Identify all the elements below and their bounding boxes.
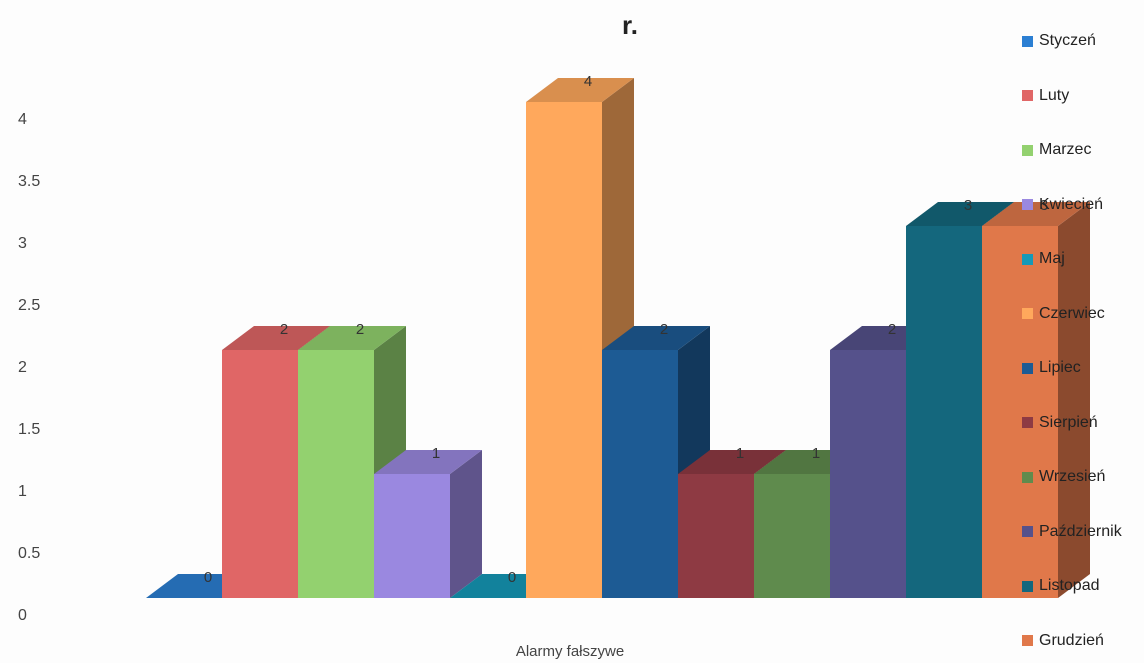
y-axis-ticks: 0 0.5 1 1.5 2 2.5 3 3.5 4 xyxy=(18,111,40,624)
data-label: 1 xyxy=(812,445,820,462)
bar-top xyxy=(906,202,1014,226)
legend-item: Luty xyxy=(1022,85,1069,107)
legend-item: Grudzień xyxy=(1022,630,1104,652)
data-labels: 0 2 2 1 0 4 2 1 1 2 3 3 xyxy=(204,73,1048,586)
y-tick-label: 0.5 xyxy=(18,545,40,562)
legend-item: Październik xyxy=(1022,521,1122,543)
bar-top xyxy=(526,78,634,102)
data-label: 3 xyxy=(1040,197,1048,214)
legend-label: Grudzień xyxy=(1039,631,1104,649)
legend-label: Styczeń xyxy=(1039,32,1096,49)
data-label: 2 xyxy=(888,321,896,338)
legend-label: Sierpień xyxy=(1039,413,1098,431)
bar-front xyxy=(830,350,906,598)
legend-swatch xyxy=(1022,526,1033,537)
legend-item: Maj xyxy=(1022,248,1065,270)
bar-top xyxy=(602,326,710,350)
data-label: 2 xyxy=(660,321,668,338)
legend-label: Maj xyxy=(1039,250,1065,267)
data-label: 2 xyxy=(280,321,288,338)
legend-swatch xyxy=(1022,417,1033,428)
bar-front xyxy=(678,474,754,598)
legend-swatch xyxy=(1022,580,1033,592)
bar-side xyxy=(450,450,482,598)
y-tick-label: 0 xyxy=(18,607,27,624)
legend-item: Marzec xyxy=(1022,139,1091,161)
data-label: 0 xyxy=(508,569,516,586)
bar-front xyxy=(982,226,1058,598)
legend-label: Listopad xyxy=(1039,577,1100,594)
bar-front xyxy=(374,474,450,598)
legend-item: Wrzesień xyxy=(1022,466,1105,488)
data-label: 1 xyxy=(736,445,744,462)
data-label: 2 xyxy=(356,321,364,338)
legend-label: Lipiec xyxy=(1039,359,1081,376)
data-label: 4 xyxy=(584,73,592,90)
data-label: 3 xyxy=(964,197,972,214)
legend-item: Styczeń xyxy=(1022,30,1096,52)
legend-swatch xyxy=(1022,362,1033,374)
bar-front xyxy=(754,474,830,598)
bar-side xyxy=(1058,202,1090,598)
bar-front xyxy=(526,102,602,598)
bar-top xyxy=(298,326,406,350)
legend-label: Marzec xyxy=(1039,141,1092,158)
legend-item: Kwiecień xyxy=(1022,194,1103,216)
y-tick-label: 3.5 xyxy=(18,173,40,190)
y-tick-label: 2 xyxy=(18,359,27,376)
legend-swatch xyxy=(1022,471,1033,483)
y-tick-label: 1 xyxy=(18,483,27,500)
legend-label: Październik xyxy=(1039,522,1122,540)
legend-label: Kwiecień xyxy=(1039,195,1104,213)
bar-top xyxy=(982,202,1090,226)
bar-front xyxy=(906,226,982,598)
legend-swatch xyxy=(1022,308,1033,319)
bar-group xyxy=(146,78,1090,598)
bar-top xyxy=(678,450,786,474)
y-tick-label: 4 xyxy=(18,111,27,128)
bar xyxy=(982,202,1090,598)
y-tick-label: 2.5 xyxy=(18,297,40,314)
legend-swatch xyxy=(1022,635,1033,646)
bar xyxy=(374,450,482,598)
legend-swatch xyxy=(1022,90,1033,101)
y-tick-label: 3 xyxy=(18,235,27,252)
bar-front xyxy=(298,350,374,598)
data-label: 0 xyxy=(204,569,212,586)
legend-swatch xyxy=(1022,35,1033,47)
legend-swatch xyxy=(1022,253,1033,265)
legend-swatch xyxy=(1022,199,1033,210)
legend-label: Wrzesień xyxy=(1039,468,1106,485)
x-category-label: Alarmy fałszywe xyxy=(515,643,625,660)
legend-item: Lipiec xyxy=(1022,357,1081,379)
y-tick-label: 1.5 xyxy=(18,421,40,438)
legend-item: Czerwiec xyxy=(1022,303,1105,325)
bar-top xyxy=(374,450,482,474)
bar-top xyxy=(222,326,330,350)
data-label: 1 xyxy=(432,445,440,462)
legend-swatch xyxy=(1022,144,1033,156)
bar-front xyxy=(602,350,678,598)
legend-item: Sierpień xyxy=(1022,412,1098,434)
chart-title: r. xyxy=(622,10,638,40)
legend-item: Listopad xyxy=(1022,575,1100,597)
legend-label: Czerwiec xyxy=(1039,304,1105,322)
legend-label: Luty xyxy=(1039,86,1070,104)
bar-front xyxy=(222,350,298,598)
